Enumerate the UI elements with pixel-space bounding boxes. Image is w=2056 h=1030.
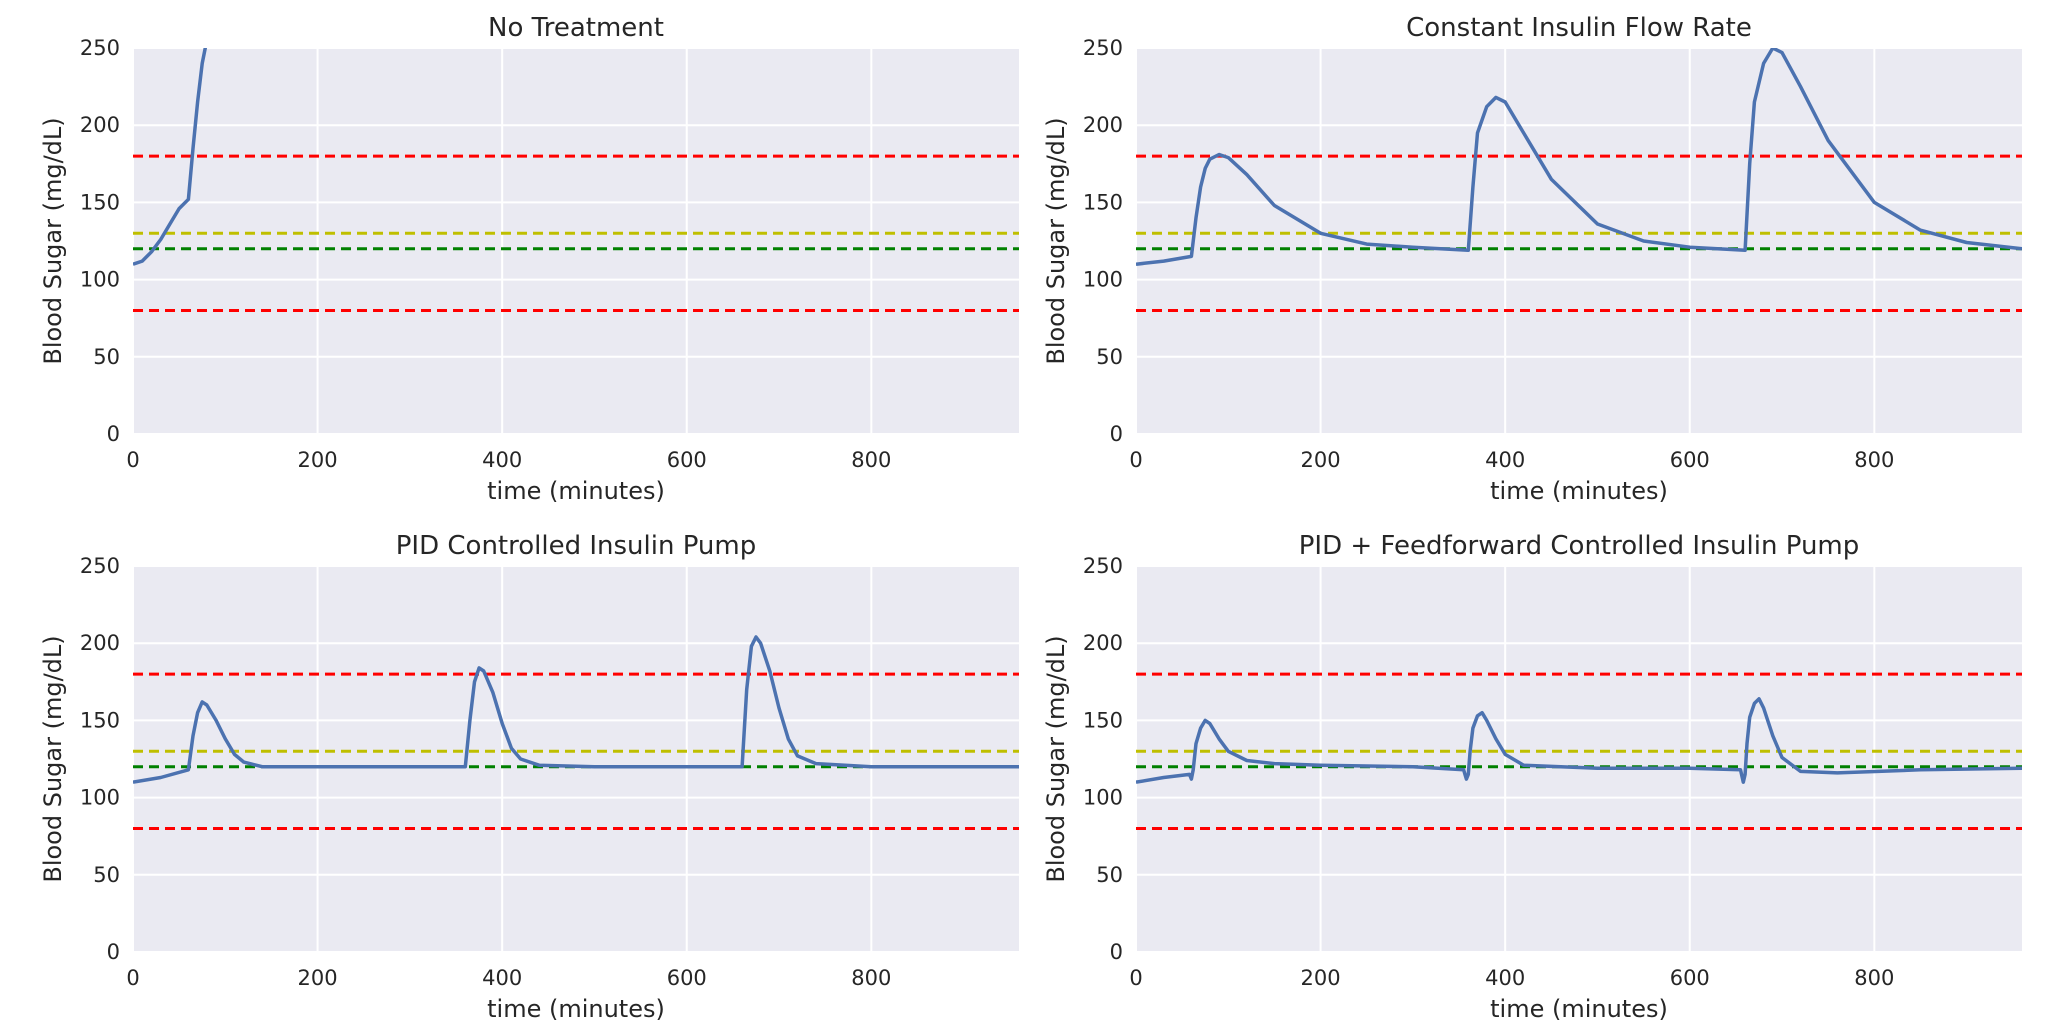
y-tick-label: 50 <box>93 345 120 369</box>
y-tick-label: 50 <box>93 863 120 887</box>
y-tick-label: 250 <box>80 554 120 578</box>
x-tick-label: 800 <box>851 966 891 990</box>
x-tick-label: 400 <box>1485 448 1525 472</box>
y-tick-label: 150 <box>80 190 120 214</box>
x-tick-label: 800 <box>1854 966 1894 990</box>
x-axis-label: time (minutes) <box>1490 477 1668 505</box>
y-tick-label: 200 <box>80 113 120 137</box>
y-axis-label: Blood Sugar (mg/dL) <box>1042 117 1070 364</box>
x-tick-label: 0 <box>126 448 139 472</box>
x-tick-label: 200 <box>298 448 338 472</box>
y-tick-label: 250 <box>1083 36 1123 60</box>
chart-title: PID + Feedforward Controlled Insulin Pum… <box>1299 531 1860 561</box>
chart-panel-2: 0 200 400 600 800 0 50 100 150 200 250 Constant Ins… <box>1042 13 2022 505</box>
blood-sugar-series-line <box>133 48 208 266</box>
y-tick-label: 0 <box>107 940 120 964</box>
y-tick-label: 0 <box>107 422 120 446</box>
x-tick-label: 400 <box>1485 966 1525 990</box>
x-tick-label: 200 <box>1301 448 1341 472</box>
x-tick-label: 600 <box>1670 448 1710 472</box>
y-tick-label: 150 <box>1083 708 1123 732</box>
y-tick-label: 200 <box>1083 631 1123 655</box>
x-tick-label: 600 <box>1670 966 1710 990</box>
x-axis-label: time (minutes) <box>1490 995 1668 1023</box>
y-tick-label: 50 <box>1096 863 1123 887</box>
y-tick-label: 100 <box>80 786 120 810</box>
x-tick-label: 200 <box>298 966 338 990</box>
y-tick-label: 200 <box>80 631 120 655</box>
y-tick-label: 100 <box>1083 786 1123 810</box>
y-tick-label: 50 <box>1096 345 1123 369</box>
chart-title: Constant Insulin Flow Rate <box>1406 13 1752 43</box>
plot-area <box>1136 48 2022 434</box>
y-axis-label: Blood Sugar (mg/dL) <box>39 635 67 882</box>
chart-panel-1: 0 200 400 600 800 0 50 100 150 200 250 No Treatment… <box>39 13 1019 505</box>
x-tick-label: 600 <box>667 966 707 990</box>
y-axis-label: Blood Sugar (mg/dL) <box>1042 635 1070 882</box>
x-axis-label: time (minutes) <box>487 995 665 1023</box>
y-axis-label: Blood Sugar (mg/dL) <box>39 117 67 364</box>
chart-title: PID Controlled Insulin Pump <box>396 531 757 561</box>
x-tick-label: 800 <box>851 448 891 472</box>
y-tick-label: 150 <box>80 708 120 732</box>
plot-area <box>133 48 1019 434</box>
y-tick-label: 250 <box>80 36 120 60</box>
x-tick-label: 0 <box>1129 966 1142 990</box>
x-tick-label: 400 <box>482 966 522 990</box>
plot-area <box>1136 566 2022 952</box>
y-tick-label: 0 <box>1110 422 1123 446</box>
y-tick-label: 0 <box>1110 940 1123 964</box>
y-tick-label: 150 <box>1083 190 1123 214</box>
chart-panel-4: 0 200 400 600 800 0 50 100 150 200 250 PID + Feedfo… <box>1042 531 2022 1023</box>
x-tick-label: 0 <box>126 966 139 990</box>
blood-sugar-series-line <box>1136 697 2022 784</box>
y-tick-label: 100 <box>1083 268 1123 292</box>
x-tick-label: 200 <box>1301 966 1341 990</box>
x-tick-label: 0 <box>1129 448 1142 472</box>
y-tick-label: 100 <box>80 268 120 292</box>
x-tick-label: 400 <box>482 448 522 472</box>
x-tick-label: 600 <box>667 448 707 472</box>
blood-sugar-series-line <box>1136 48 2022 266</box>
x-axis-label: time (minutes) <box>487 477 665 505</box>
y-tick-label: 250 <box>1083 554 1123 578</box>
plot-area <box>133 566 1019 952</box>
chart-panel-3: 0 200 400 600 800 0 50 100 150 200 250 PID Controll… <box>39 531 1019 1023</box>
chart-title: No Treatment <box>488 13 664 43</box>
y-tick-label: 200 <box>1083 113 1123 137</box>
blood-sugar-series-line <box>133 635 1019 784</box>
x-tick-label: 800 <box>1854 448 1894 472</box>
